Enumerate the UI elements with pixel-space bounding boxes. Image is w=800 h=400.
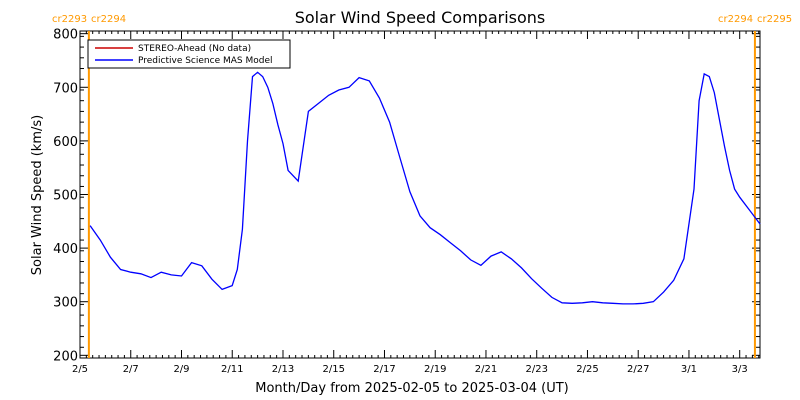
plot-frame [79,30,761,359]
y-axis-title: Solar Wind Speed (km/s) [30,115,45,275]
x-tick-label: 2/21 [475,364,497,375]
y-tick-label: 500 [53,189,78,204]
y-tick-label: 700 [53,81,78,96]
x-tick-label: 3/3 [732,364,748,375]
x-tick-label: 2/15 [322,364,344,375]
y-tick-label: 300 [53,296,78,311]
legend-box [87,39,291,69]
y-tick-label: 400 [53,242,78,257]
y-tick-label: 800 [53,28,78,43]
x-tick-label: 2/13 [272,364,294,375]
x-tick-label: 2/17 [373,364,395,375]
chart-title: Solar Wind Speed Comparisons [295,8,546,27]
carrington-label: cr2293 [52,14,87,25]
x-tick-label: 2/25 [576,364,598,375]
x-axis-title: Month/Day from 2025-02-05 to 2025-03-04 … [255,381,568,396]
x-tick-label: 2/27 [627,364,649,375]
carrington-marker-labels-left: cr2293 cr2294 [52,14,126,25]
x-tick-label: 3/1 [681,364,697,375]
carrington-marker-labels-right: cr2294 cr2295 [718,14,792,25]
x-tick-label: 2/23 [525,364,547,375]
x-tick-label: 2/5 [72,364,88,375]
x-tick-label: 2/7 [123,364,139,375]
carrington-label: cr2294 [91,14,126,25]
carrington-label: cr2295 [757,14,792,25]
legend-label-stereo: STEREO-Ahead (No data) [138,44,251,54]
x-tick-label: 2/9 [173,364,189,375]
legend: STEREO-Ahead (No data) Predictive Scienc… [87,39,291,69]
plot-area: 200 300 400 500 600 700 800 2/5 2/7 2/9 2/11 2/13 2/… [53,28,761,375]
y-tick-label: 200 [53,349,78,364]
legend-label-mas-model: Predictive Science MAS Model [138,56,273,66]
carrington-label: cr2294 [718,14,753,25]
series-line-mas-model [89,71,761,305]
y-tick-label: 600 [53,135,78,150]
x-tick-label: 2/19 [424,364,446,375]
x-tick-label: 2/11 [221,364,243,375]
